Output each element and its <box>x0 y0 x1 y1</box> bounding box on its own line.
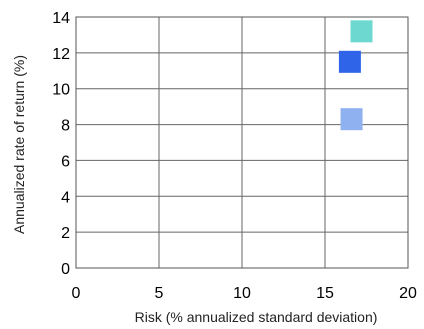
y-axis-ticks: 0 2 4 6 8 10 12 14 <box>52 10 70 278</box>
x-axis-ticks: 0 5 10 15 20 <box>72 285 417 302</box>
x-tick-label: 15 <box>316 285 334 302</box>
y-tick-label: 4 <box>61 189 70 206</box>
y-tick-label: 6 <box>61 153 70 170</box>
y-tick-label: 10 <box>52 82 70 99</box>
y-tick-label: 0 <box>61 261 70 278</box>
data-point <box>340 108 363 131</box>
x-tick-label: 20 <box>399 285 417 302</box>
data-point <box>350 20 373 43</box>
y-tick-label: 12 <box>52 46 70 63</box>
plot-frame <box>75 16 409 269</box>
data-point <box>338 50 361 73</box>
y-tick-label: 8 <box>61 118 70 135</box>
y-tick-label: 2 <box>61 225 70 242</box>
y-tick-label: 14 <box>52 10 70 27</box>
data-points <box>338 20 373 131</box>
x-axis-title: Risk (% annualized standard deviation) <box>135 309 378 325</box>
y-axis-title: Annualized rate of return (%) <box>11 55 27 234</box>
x-tick-label: 5 <box>155 285 164 302</box>
x-tick-label: 10 <box>233 285 251 302</box>
x-tick-label: 0 <box>72 285 81 302</box>
